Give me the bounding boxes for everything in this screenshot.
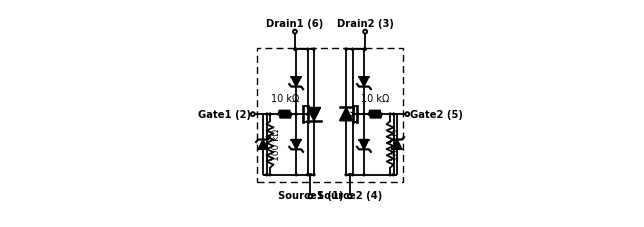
Bar xyxy=(257,49,403,182)
Polygon shape xyxy=(359,77,369,87)
Circle shape xyxy=(348,174,351,176)
Circle shape xyxy=(278,114,280,116)
Circle shape xyxy=(294,49,296,51)
Polygon shape xyxy=(359,140,369,150)
Circle shape xyxy=(269,114,271,116)
Circle shape xyxy=(313,174,315,176)
Polygon shape xyxy=(307,108,321,121)
Polygon shape xyxy=(291,77,301,87)
Circle shape xyxy=(389,174,391,176)
Circle shape xyxy=(363,174,365,176)
Circle shape xyxy=(345,49,347,51)
Circle shape xyxy=(290,114,292,116)
Polygon shape xyxy=(339,108,353,121)
Circle shape xyxy=(269,174,271,176)
Text: Drain1 (6): Drain1 (6) xyxy=(267,19,323,29)
Circle shape xyxy=(363,114,365,116)
Text: 10 kΩ: 10 kΩ xyxy=(361,93,390,103)
Text: Source2 (4): Source2 (4) xyxy=(317,190,383,200)
Polygon shape xyxy=(258,140,268,150)
Circle shape xyxy=(295,174,298,176)
Circle shape xyxy=(293,31,297,35)
Polygon shape xyxy=(392,140,402,150)
Circle shape xyxy=(309,174,312,176)
Circle shape xyxy=(345,174,347,176)
Text: Gate1 (2): Gate1 (2) xyxy=(198,110,251,120)
Circle shape xyxy=(389,114,391,116)
Circle shape xyxy=(307,49,308,51)
Text: Drain2 (3): Drain2 (3) xyxy=(337,19,393,29)
Polygon shape xyxy=(291,140,301,150)
Circle shape xyxy=(313,49,315,51)
Circle shape xyxy=(363,31,367,35)
Text: Gate2 (5): Gate2 (5) xyxy=(410,110,462,120)
Text: Source1 (1): Source1 (1) xyxy=(278,190,343,200)
Circle shape xyxy=(308,195,312,198)
Circle shape xyxy=(352,49,354,51)
Text: 10 kΩ: 10 kΩ xyxy=(270,93,299,103)
Circle shape xyxy=(393,174,395,176)
Circle shape xyxy=(251,113,255,116)
Circle shape xyxy=(405,113,409,116)
Circle shape xyxy=(368,114,370,116)
Circle shape xyxy=(295,114,298,116)
Circle shape xyxy=(393,114,395,116)
Circle shape xyxy=(266,174,268,176)
Circle shape xyxy=(352,174,354,176)
Circle shape xyxy=(266,114,268,116)
Circle shape xyxy=(295,49,298,51)
Text: 100 kΩ: 100 kΩ xyxy=(392,129,401,161)
Text: 100 kΩ: 100 kΩ xyxy=(272,129,281,161)
Circle shape xyxy=(380,114,383,116)
Circle shape xyxy=(363,49,365,51)
Circle shape xyxy=(364,49,366,51)
Circle shape xyxy=(307,174,308,176)
Circle shape xyxy=(348,195,352,198)
